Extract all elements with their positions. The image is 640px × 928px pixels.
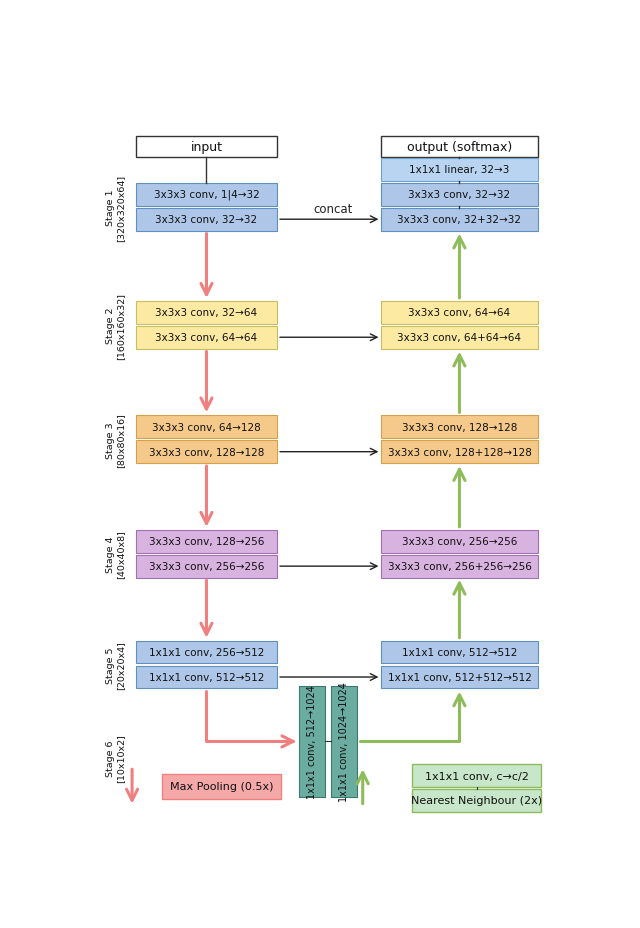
FancyBboxPatch shape: [136, 666, 277, 689]
FancyBboxPatch shape: [381, 209, 538, 231]
Text: Stage 1
[320x320x64]: Stage 1 [320x320x64]: [106, 174, 125, 241]
Text: 3x3x3 conv, 64+64→64: 3x3x3 conv, 64+64→64: [397, 333, 522, 342]
FancyBboxPatch shape: [136, 555, 277, 578]
Text: 3x3x3 conv, 64→64: 3x3x3 conv, 64→64: [408, 308, 511, 318]
FancyBboxPatch shape: [136, 441, 277, 464]
Text: 3x3x3 conv, 128→128: 3x3x3 conv, 128→128: [148, 447, 264, 458]
Text: Max Pooling (0.5x): Max Pooling (0.5x): [170, 781, 273, 792]
Text: 1x1x1 conv, c→c/2: 1x1x1 conv, c→c/2: [425, 771, 529, 780]
Text: output (softmax): output (softmax): [407, 141, 512, 153]
Text: 3x3x3 conv, 128+128→128: 3x3x3 conv, 128+128→128: [387, 447, 531, 458]
FancyBboxPatch shape: [331, 686, 356, 797]
Text: 3x3x3 conv, 256→256: 3x3x3 conv, 256→256: [402, 536, 517, 547]
Text: Stage 2
[160x160x32]: Stage 2 [160x160x32]: [106, 292, 125, 359]
FancyBboxPatch shape: [136, 327, 277, 349]
FancyBboxPatch shape: [136, 136, 277, 158]
Text: 1x1x1 conv, 512+512→512: 1x1x1 conv, 512+512→512: [387, 672, 531, 682]
FancyBboxPatch shape: [136, 641, 277, 664]
Text: 3x3x3 conv, 64→64: 3x3x3 conv, 64→64: [156, 333, 257, 342]
FancyBboxPatch shape: [300, 686, 325, 797]
Text: Nearest Neighbour (2x): Nearest Neighbour (2x): [412, 795, 542, 806]
FancyBboxPatch shape: [381, 441, 538, 464]
FancyBboxPatch shape: [136, 184, 277, 206]
FancyBboxPatch shape: [136, 530, 277, 553]
FancyBboxPatch shape: [136, 302, 277, 324]
FancyBboxPatch shape: [136, 416, 277, 439]
Text: concat: concat: [313, 202, 353, 215]
Text: Stage 6
[10x10x2]: Stage 6 [10x10x2]: [106, 734, 125, 782]
Text: 3x3x3 conv, 256→256: 3x3x3 conv, 256→256: [148, 561, 264, 572]
FancyBboxPatch shape: [381, 530, 538, 553]
FancyBboxPatch shape: [381, 641, 538, 664]
Text: 3x3x3 conv, 256+256→256: 3x3x3 conv, 256+256→256: [387, 561, 531, 572]
Text: 3x3x3 conv, 128→128: 3x3x3 conv, 128→128: [402, 422, 517, 432]
FancyBboxPatch shape: [381, 184, 538, 206]
Text: 3x3x3 conv, 32→32: 3x3x3 conv, 32→32: [156, 215, 257, 225]
Text: 1x1x1 conv, 1024→1024: 1x1x1 conv, 1024→1024: [339, 682, 349, 802]
FancyBboxPatch shape: [381, 666, 538, 689]
FancyBboxPatch shape: [412, 789, 541, 812]
Text: 1x1x1 conv, 256→512: 1x1x1 conv, 256→512: [148, 648, 264, 657]
FancyBboxPatch shape: [381, 136, 538, 158]
Text: 3x3x3 conv, 32→64: 3x3x3 conv, 32→64: [156, 308, 257, 318]
Text: 1x1x1 conv, 512→1024: 1x1x1 conv, 512→1024: [307, 685, 317, 798]
FancyBboxPatch shape: [136, 209, 277, 231]
Text: 3x3x3 conv, 32→32: 3x3x3 conv, 32→32: [408, 190, 511, 200]
FancyBboxPatch shape: [412, 765, 541, 787]
Text: 3x3x3 conv, 128→256: 3x3x3 conv, 128→256: [148, 536, 264, 547]
FancyBboxPatch shape: [381, 159, 538, 181]
FancyBboxPatch shape: [162, 774, 281, 800]
FancyBboxPatch shape: [381, 327, 538, 349]
Text: 3x3x3 conv, 1|4→32: 3x3x3 conv, 1|4→32: [154, 189, 259, 200]
FancyBboxPatch shape: [381, 416, 538, 439]
Text: 1x1x1 linear, 32→3: 1x1x1 linear, 32→3: [409, 165, 509, 175]
Text: 3x3x3 conv, 64→128: 3x3x3 conv, 64→128: [152, 422, 261, 432]
Text: input: input: [191, 141, 223, 153]
Text: 3x3x3 conv, 32+32→32: 3x3x3 conv, 32+32→32: [397, 215, 522, 225]
FancyBboxPatch shape: [381, 555, 538, 578]
Text: Stage 4
[40x40x8]: Stage 4 [40x40x8]: [106, 530, 125, 579]
Text: 1x1x1 conv, 512→512: 1x1x1 conv, 512→512: [402, 648, 517, 657]
Text: Stage 5
[20x20x4]: Stage 5 [20x20x4]: [106, 640, 125, 690]
Text: Stage 3
[80x80x16]: Stage 3 [80x80x16]: [106, 413, 125, 468]
FancyBboxPatch shape: [381, 302, 538, 324]
Text: 1x1x1 conv, 512→512: 1x1x1 conv, 512→512: [148, 672, 264, 682]
